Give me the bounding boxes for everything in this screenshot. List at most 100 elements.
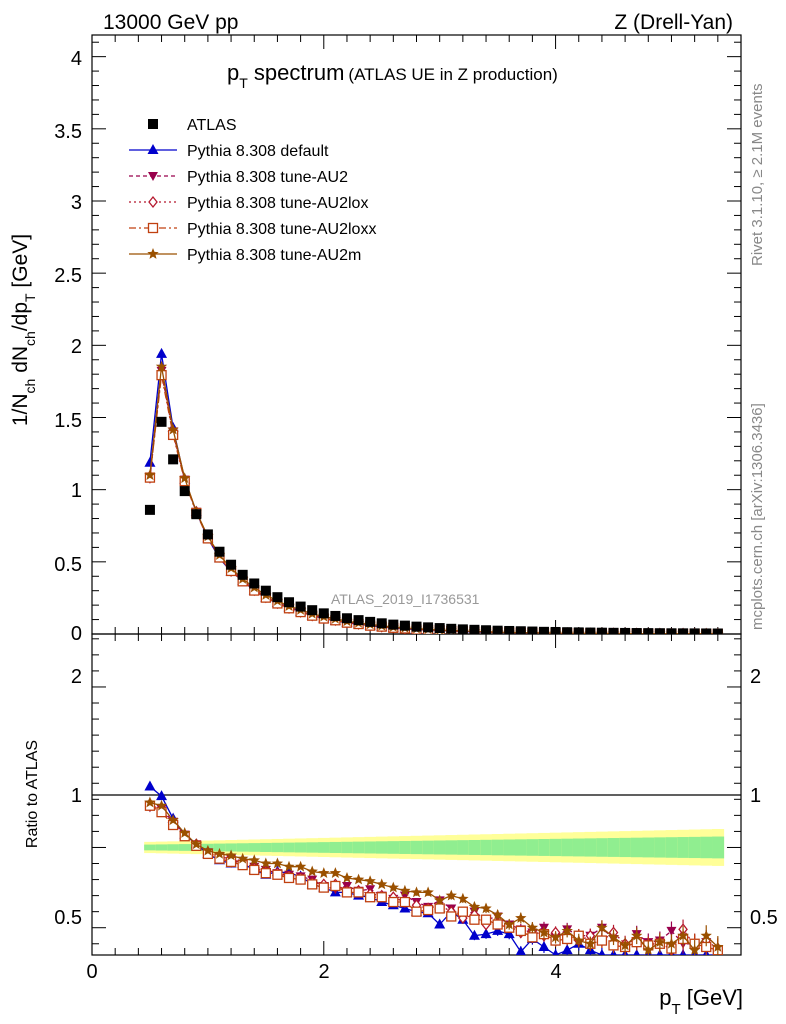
data-point (237, 569, 248, 580)
ratio-point (480, 902, 492, 914)
ratio-point (446, 911, 457, 922)
legend: ATLAS Pythia 8.308 default Pythia 8.308 tu… (129, 117, 376, 264)
series-line (149, 806, 719, 951)
band-inner-bin (700, 836, 713, 859)
ratio-point (307, 879, 318, 890)
data-point (492, 625, 503, 634)
legend-label: Pythia 8.308 default (187, 143, 329, 160)
data-point (643, 628, 654, 634)
y-tick-label: 1.5 (54, 410, 82, 432)
band-inner-bin (549, 838, 562, 857)
ratio-point (677, 929, 689, 941)
x-tick-label: 0 (86, 961, 97, 983)
ratio-point (179, 827, 191, 838)
data-point (272, 592, 283, 603)
x-tick-labels: 0 2 4 (86, 961, 561, 983)
ratio-point (584, 937, 596, 949)
ratio-point (631, 929, 643, 941)
legend-item-atlas: ATLAS (148, 117, 237, 134)
legend-item-au2lox: Pythia 8.308 tune-AU2lox (129, 195, 368, 212)
data-point (226, 559, 237, 570)
y-tick-labels-ratio-left: 0.5 1 2 (54, 666, 82, 929)
data-point (388, 619, 399, 630)
band-inner-bin (422, 840, 435, 855)
data-point (596, 627, 607, 634)
band-inner-bin (399, 840, 412, 854)
ratio-point (596, 935, 608, 946)
series-line (149, 803, 719, 952)
y-tick-label: 0.5 (54, 554, 82, 576)
band-inner-bin (561, 838, 574, 857)
ratio-point (318, 882, 329, 893)
band-inner-bin (248, 843, 261, 852)
data-point (562, 627, 573, 634)
ratio-point (469, 914, 480, 925)
band-inner-bin (572, 838, 586, 857)
data-point (504, 625, 515, 634)
legend-marker (147, 222, 159, 234)
legend-marker (148, 119, 158, 129)
ratio-point (607, 931, 620, 943)
ratio-point (271, 857, 284, 869)
data-point (701, 628, 712, 634)
ratio-point (515, 945, 526, 955)
ratio-point (654, 936, 666, 947)
data-point (144, 456, 156, 467)
ratio-point (434, 894, 446, 906)
band-inner-bin (433, 840, 446, 855)
band-inner-bin (317, 842, 331, 853)
y-tick-label: 2 (750, 666, 761, 688)
header-left: 13000 GeV pp (103, 11, 238, 34)
legend-label: Pythia 8.308 tune-AU2loxx (187, 221, 376, 238)
data-point (179, 472, 191, 484)
y-tick-label: 3.5 (54, 121, 82, 143)
data-point (191, 509, 202, 520)
legend-item-au2: Pythia 8.308 tune-AU2 (129, 169, 348, 186)
band-inner-bin (283, 842, 296, 853)
data-point (179, 486, 190, 497)
legend-label: Pythia 8.308 tune-AU2m (187, 247, 361, 264)
ratio-point (306, 865, 318, 877)
data-point (341, 613, 352, 624)
band-inner-bin (225, 843, 238, 852)
ratio-point (598, 949, 606, 955)
data-point (144, 469, 156, 480)
ratio-point (190, 838, 202, 850)
ratio-point (561, 924, 573, 936)
ratio-point (352, 873, 365, 885)
main-panel-data (144, 347, 724, 634)
ratio-point (688, 944, 701, 955)
ratio-point (491, 908, 504, 920)
ratio-point (341, 872, 353, 883)
series-au2m-ratio (144, 796, 724, 955)
band-inner-bin (213, 843, 226, 852)
legend-item-default: Pythia 8.308 default (129, 143, 329, 160)
y-tick-label: 1 (71, 785, 82, 807)
ratio-point (388, 896, 399, 908)
band-inner-bin (712, 836, 725, 859)
data-point (689, 628, 700, 634)
ratio-point (387, 881, 399, 893)
band-inner-bin (607, 838, 620, 857)
y-axis-label-ratio: Ratio to ATLAS (24, 740, 41, 848)
series-line (149, 785, 718, 955)
band-inner-bin (144, 844, 157, 851)
band-inner-bin (329, 841, 342, 853)
band-inner-bin (480, 839, 493, 856)
data-point (144, 504, 155, 515)
plot-title: pT spectrum (ATLAS UE in Z production) (227, 60, 558, 91)
header-right: Z (Drell-Yan) (614, 11, 733, 34)
ratio-point (503, 918, 515, 930)
ratio-point (294, 860, 307, 872)
data-point (515, 626, 526, 634)
ratio-point (213, 847, 226, 859)
series-atlas-main (144, 416, 723, 634)
ratio-point (434, 918, 446, 929)
ratio-point (248, 854, 260, 866)
data-point (284, 597, 295, 608)
ratio-point (237, 859, 248, 871)
ratio-point (329, 867, 342, 878)
ratio-point (399, 896, 411, 908)
band-inner-bin (457, 840, 470, 855)
ratio-point (225, 856, 237, 868)
